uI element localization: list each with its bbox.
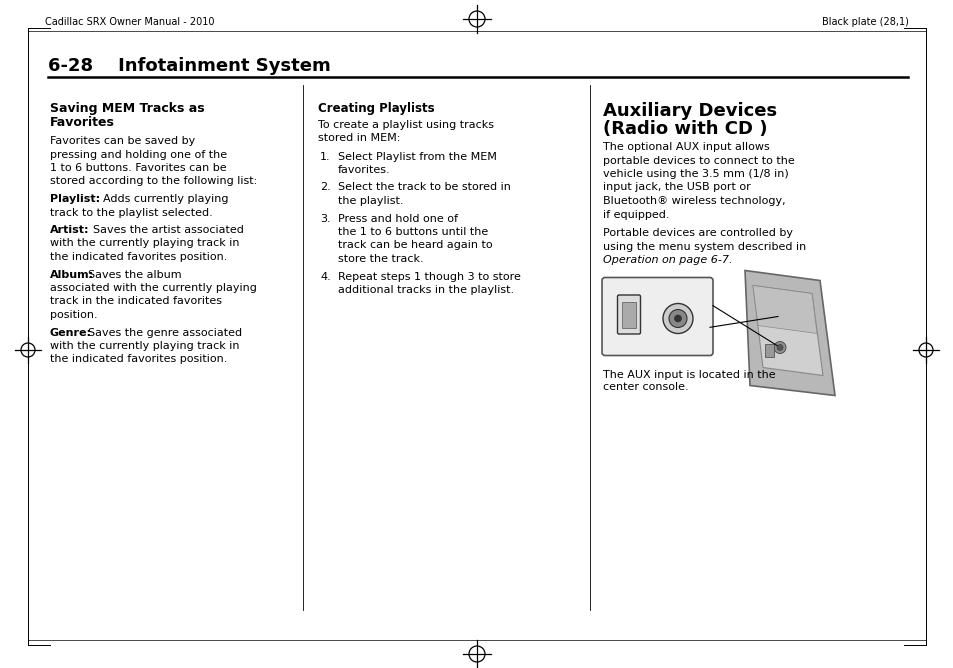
Text: input jack, the USB port or: input jack, the USB port or <box>602 182 750 192</box>
Text: The optional AUX input allows: The optional AUX input allows <box>602 142 769 152</box>
Text: store the track.: store the track. <box>337 254 423 264</box>
Circle shape <box>773 341 785 353</box>
Text: Album:: Album: <box>50 269 94 279</box>
Text: Favorites can be saved by: Favorites can be saved by <box>50 136 195 146</box>
Text: 2.: 2. <box>319 182 331 192</box>
Text: Auxiliary Devices: Auxiliary Devices <box>602 102 777 120</box>
Text: Favorites: Favorites <box>50 116 114 130</box>
FancyBboxPatch shape <box>617 295 639 334</box>
Text: 4.: 4. <box>319 271 331 281</box>
Text: associated with the currently playing: associated with the currently playing <box>50 283 256 293</box>
Text: stored in MEM:: stored in MEM: <box>317 133 400 143</box>
Text: Adds currently playing: Adds currently playing <box>96 194 228 204</box>
Bar <box>764 343 773 357</box>
Polygon shape <box>752 285 816 333</box>
Text: the indicated favorites position.: the indicated favorites position. <box>50 252 227 262</box>
Bar <box>621 301 636 327</box>
Text: the 1 to 6 buttons until the: the 1 to 6 buttons until the <box>337 227 488 237</box>
Text: Saves the artist associated: Saves the artist associated <box>86 225 243 235</box>
Polygon shape <box>752 285 822 375</box>
Text: track in the indicated favorites: track in the indicated favorites <box>50 297 222 307</box>
Text: if equipped.: if equipped. <box>602 210 669 220</box>
Text: with the currently playing track in: with the currently playing track in <box>50 238 239 248</box>
Text: pressing and holding one of the: pressing and holding one of the <box>50 150 227 160</box>
Text: favorites.: favorites. <box>337 165 390 175</box>
Text: Saves the album: Saves the album <box>80 269 181 279</box>
Text: stored according to the following list:: stored according to the following list: <box>50 176 257 186</box>
Text: To create a playlist using tracks: To create a playlist using tracks <box>317 120 494 130</box>
Circle shape <box>662 303 692 333</box>
Text: Cadillac SRX Owner Manual - 2010: Cadillac SRX Owner Manual - 2010 <box>45 17 214 27</box>
Text: Black plate (28,1): Black plate (28,1) <box>821 17 908 27</box>
Text: 1.: 1. <box>319 152 331 162</box>
Polygon shape <box>744 271 834 395</box>
Text: Bluetooth® wireless technology,: Bluetooth® wireless technology, <box>602 196 785 206</box>
Circle shape <box>674 315 680 322</box>
Text: portable devices to connect to the: portable devices to connect to the <box>602 156 794 166</box>
Text: Creating Playlists: Creating Playlists <box>317 102 435 115</box>
Text: (Radio with CD ): (Radio with CD ) <box>602 120 767 138</box>
Text: Saving MEM Tracks as: Saving MEM Tracks as <box>50 102 204 115</box>
Text: the playlist.: the playlist. <box>337 196 403 206</box>
Text: The AUX input is located in the
center console.: The AUX input is located in the center c… <box>602 371 775 392</box>
Text: Repeat steps 1 though 3 to store: Repeat steps 1 though 3 to store <box>337 271 520 281</box>
Text: track can be heard again to: track can be heard again to <box>337 240 492 250</box>
Text: Playlist:: Playlist: <box>50 194 100 204</box>
Text: Artist:: Artist: <box>50 225 90 235</box>
Text: Saves the genre associated: Saves the genre associated <box>80 327 241 337</box>
Text: the indicated favorites position.: the indicated favorites position. <box>50 355 227 365</box>
Text: track to the playlist selected.: track to the playlist selected. <box>50 208 213 218</box>
Text: 1 to 6 buttons. Favorites can be: 1 to 6 buttons. Favorites can be <box>50 163 227 173</box>
Text: Press and hold one of: Press and hold one of <box>337 214 457 224</box>
Text: using the menu system described in: using the menu system described in <box>602 242 805 251</box>
Text: Genre:: Genre: <box>50 327 91 337</box>
Text: with the currently playing track in: with the currently playing track in <box>50 341 239 351</box>
Text: additional tracks in the playlist.: additional tracks in the playlist. <box>337 285 514 295</box>
Text: position.: position. <box>50 310 97 320</box>
Text: 6-28    Infotainment System: 6-28 Infotainment System <box>48 57 331 75</box>
Text: Select Playlist from the MEM: Select Playlist from the MEM <box>337 152 497 162</box>
Text: 3.: 3. <box>319 214 331 224</box>
FancyBboxPatch shape <box>601 277 712 355</box>
Text: Portable devices are controlled by: Portable devices are controlled by <box>602 228 792 238</box>
Text: vehicle using the 3.5 mm (1/8 in): vehicle using the 3.5 mm (1/8 in) <box>602 169 788 179</box>
Circle shape <box>668 309 686 327</box>
Text: Operation on page 6-7.: Operation on page 6-7. <box>602 255 732 265</box>
Text: Select the track to be stored in: Select the track to be stored in <box>337 182 511 192</box>
Circle shape <box>776 345 782 351</box>
